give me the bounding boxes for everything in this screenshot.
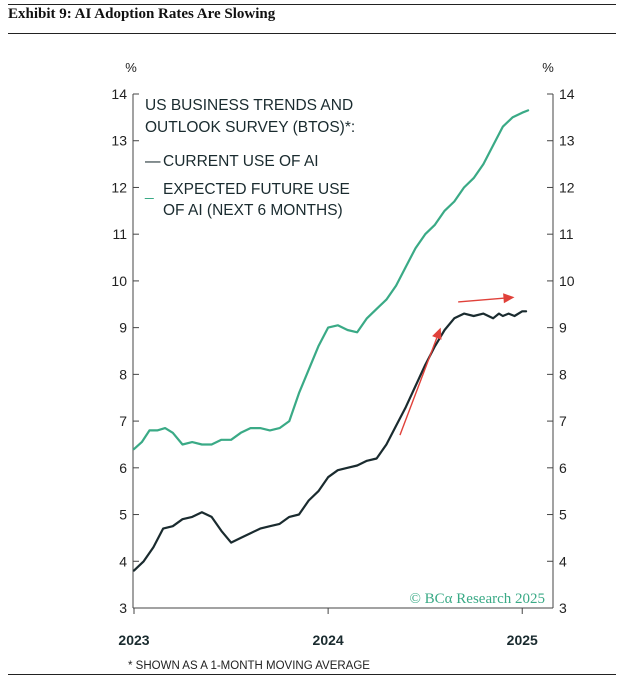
legend: US BUSINESS TRENDS AND OUTLOOK SURVEY (B…: [144, 97, 357, 219]
y-tick-label-right: 3: [559, 600, 567, 616]
y-tick-label-right: 13: [559, 133, 575, 149]
y-tick-label-left: 12: [111, 179, 127, 195]
trend-arrow-head: [503, 293, 515, 304]
trend-arrow-shaft: [458, 297, 504, 303]
series-layer: [132, 109, 530, 572]
y-tick-label-left: 10: [111, 273, 127, 289]
trend-arrow-shaft: [399, 337, 438, 436]
trend-arrow-head: [432, 327, 442, 340]
y-tick-label-right: 9: [559, 320, 567, 336]
y-tick-label-left: 4: [119, 553, 127, 569]
y-tick-label-left: 8: [119, 366, 127, 382]
y-tick-label-right: 5: [559, 507, 567, 523]
bottom-rule: [8, 674, 616, 675]
legend-expected-dash: _: [144, 183, 154, 200]
y-tick-label-right: 8: [559, 366, 567, 382]
series-line-current-use: [132, 310, 528, 572]
footnote: * SHOWN AS A 1-MONTH MOVING AVERAGE: [128, 660, 370, 672]
x-tick-label: 2024: [313, 632, 344, 648]
y-tick-label-right: 7: [559, 413, 567, 429]
y-tick-label-left: 7: [119, 413, 127, 429]
y-tick-label-right: 14: [559, 86, 575, 102]
tick-labels: 3 3 4 4 5 5 6 6 7 7 8 8 9 9 10 10 11 11 12 12 13 13 14 14 2023 20…: [111, 86, 574, 648]
y-tick-label-left: 6: [119, 460, 127, 476]
annotations: [399, 293, 515, 436]
exhibit-title: Exhibit 9: AI Adoption Rates Are Slowing: [8, 6, 276, 22]
plot-frame: [132, 94, 554, 609]
source-credit: © BCα Research 2025: [410, 591, 545, 607]
top-rule: [8, 4, 616, 5]
y-tick-label-left: 5: [119, 507, 127, 523]
title-rule: [8, 33, 616, 34]
legend-expected-label-line2: OF AI (NEXT 6 MONTHS): [163, 202, 343, 219]
y-tick-label-right: 4: [559, 553, 567, 569]
x-tick-label: 2025: [507, 632, 538, 648]
y-tick-label-left: 14: [111, 86, 127, 102]
series-line-expected-use: [132, 109, 530, 451]
legend-current-label: CURRENT USE OF AI: [163, 153, 319, 170]
chart-title: US BUSINESS TRENDS AND OUTLOOK SURVEY (B…: [145, 97, 357, 136]
y-tick-label-right: 10: [559, 273, 575, 289]
y-tick-label-left: 3: [119, 600, 127, 616]
y-tick-label-right: 6: [559, 460, 567, 476]
y-axis-label-left: %: [125, 60, 137, 75]
x-tick-label: 2023: [118, 632, 149, 648]
y-axis-label-right: %: [542, 60, 554, 75]
y-tick-label-left: 13: [111, 133, 127, 149]
y-tick-label-left: 9: [119, 320, 127, 336]
axis-ticks: [133, 93, 553, 614]
y-tick-label-left: 11: [112, 226, 127, 242]
y-tick-label-right: 11: [559, 226, 574, 242]
legend-current-dash: —: [145, 153, 161, 170]
y-tick-label-right: 12: [559, 179, 575, 195]
legend-expected-label: EXPECTED FUTURE USE: [163, 181, 350, 198]
